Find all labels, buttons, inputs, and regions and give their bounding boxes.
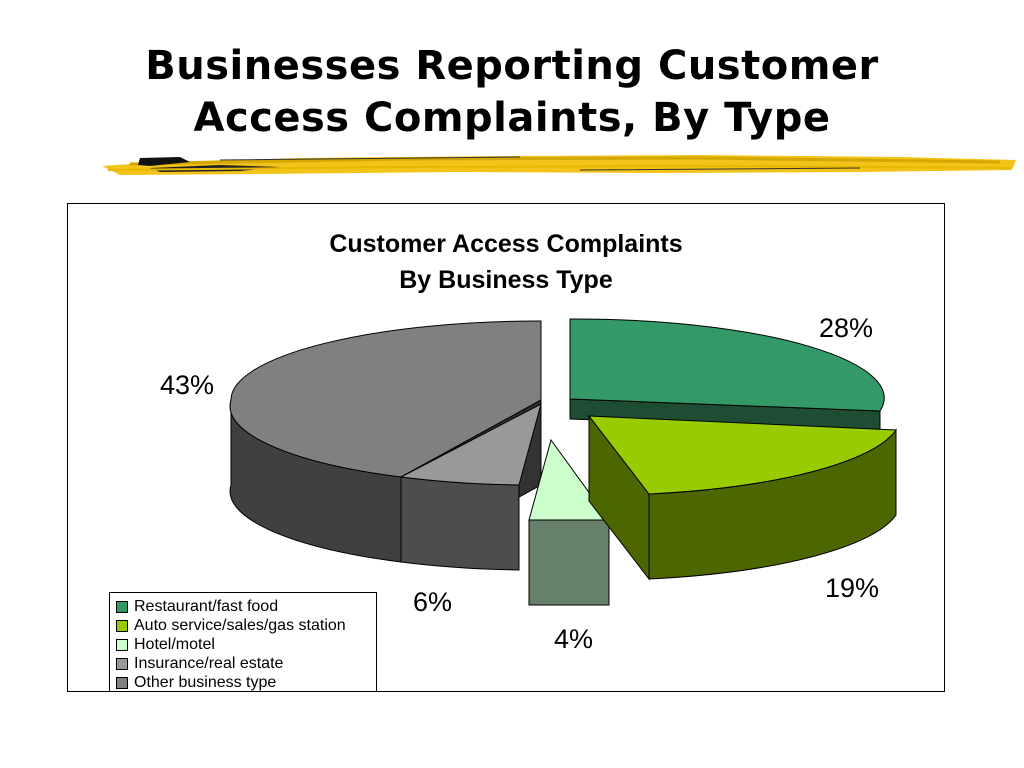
legend-swatch bbox=[116, 600, 128, 613]
legend-item: Insurance/real estate bbox=[116, 654, 376, 673]
legend-swatch bbox=[116, 676, 128, 689]
label-insurance-real-estate: 6% bbox=[413, 587, 452, 617]
legend-label: Other business type bbox=[134, 673, 277, 691]
chart-title-line-1: Customer Access Complaints bbox=[329, 230, 683, 258]
legend-swatch bbox=[116, 619, 128, 632]
legend-item: Auto service/sales/gas station bbox=[116, 616, 376, 635]
legend-item: Restaurant/fast food bbox=[116, 597, 376, 616]
legend-item: Hotel/motel bbox=[116, 635, 376, 654]
slide-title: Businesses Reporting Customer Access Com… bbox=[0, 40, 1024, 144]
slice-insurance-real-estate bbox=[399, 403, 542, 571]
label-hotel-motel: 4% bbox=[554, 624, 593, 654]
pie-chart: 28% 19% 4% 6% 43% bbox=[160, 313, 897, 654]
legend-swatch bbox=[116, 657, 128, 670]
legend-label: Auto service/sales/gas station bbox=[134, 616, 346, 634]
slice-auto-service bbox=[587, 414, 897, 581]
chart-frame: Customer Access Complaints By Business T… bbox=[67, 203, 945, 692]
chart-title: Customer Access Complaints By Business T… bbox=[68, 226, 944, 298]
title-brush-underline bbox=[102, 155, 1016, 175]
legend-swatch bbox=[116, 638, 128, 651]
label-auto-service: 19% bbox=[825, 573, 879, 603]
label-other-business-type: 43% bbox=[160, 370, 214, 400]
legend-label: Hotel/motel bbox=[134, 635, 215, 653]
legend: Restaurant/fast food Auto service/sales/… bbox=[109, 592, 377, 692]
label-restaurant-fast-food: 28% bbox=[819, 313, 873, 343]
legend-item: Other business type bbox=[116, 673, 376, 692]
slide-title-line-1: Businesses Reporting Customer bbox=[145, 43, 879, 89]
chart-title-line-2: By Business Type bbox=[399, 266, 613, 294]
legend-label: Restaurant/fast food bbox=[134, 597, 279, 615]
legend-label: Insurance/real estate bbox=[134, 654, 284, 672]
slide-title-line-2: Access Complaints, By Type bbox=[193, 95, 831, 141]
slice-restaurant-fast-food bbox=[569, 318, 885, 432]
